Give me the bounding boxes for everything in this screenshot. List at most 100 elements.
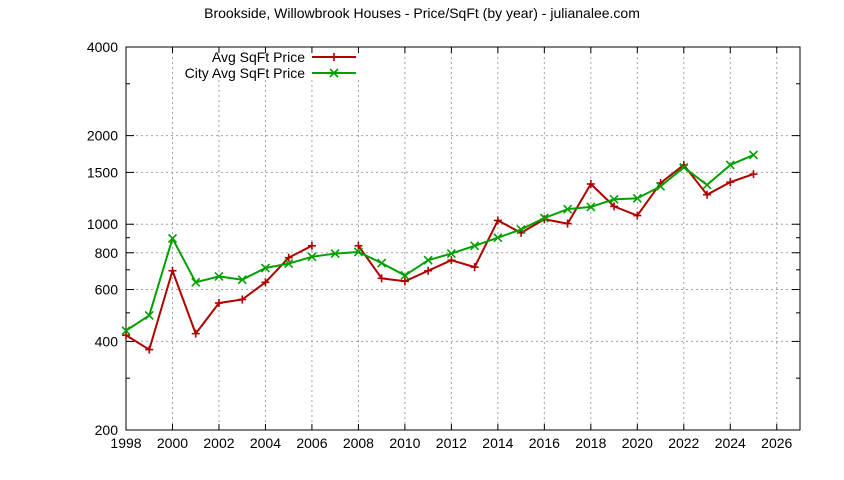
data-point [563, 219, 572, 228]
y-tick-label: 800 [95, 245, 119, 261]
data-point-stroke [609, 194, 619, 204]
data-point-stroke [377, 258, 387, 268]
data-point [261, 278, 270, 287]
legend-label: Avg SqFt Price [212, 49, 305, 65]
x-tick-label: 2000 [157, 435, 188, 451]
data-point [610, 202, 619, 211]
data-point-stroke [214, 271, 224, 281]
data-point [168, 266, 177, 275]
data-point-stroke [470, 241, 480, 251]
data-point-stroke [493, 233, 503, 243]
grid-lines [126, 47, 800, 430]
data-point [191, 329, 200, 338]
series-line [125, 153, 754, 332]
data-point-stroke [284, 259, 294, 269]
x-tick-label: 2012 [436, 435, 467, 451]
data-point-stroke [539, 213, 549, 223]
series-avg-sqft-price [122, 160, 758, 354]
x-tick-label: 2008 [343, 435, 374, 451]
data-point-stroke [679, 162, 689, 172]
data-point [586, 179, 595, 188]
data-point [632, 193, 642, 203]
data-point [260, 263, 271, 273]
data-point-stroke [237, 275, 247, 285]
data-point [214, 271, 224, 281]
data-point-stroke [446, 249, 456, 259]
data-point [238, 295, 247, 304]
axis-ticks [125, 46, 800, 431]
data-point [122, 331, 130, 340]
y-tick-label: 2000 [87, 128, 118, 144]
legend-marker [330, 53, 338, 61]
data-point [377, 258, 387, 268]
data-point [470, 263, 479, 272]
data-point-stroke [353, 247, 363, 257]
x-tick-label: 2016 [529, 435, 560, 451]
data-point-stroke [632, 193, 642, 203]
x-tick-label: 2006 [296, 435, 327, 451]
data-point [563, 204, 573, 214]
data-point [749, 170, 758, 179]
x-tick-label: 2020 [622, 435, 653, 451]
data-point [145, 345, 154, 354]
series-layer [121, 150, 759, 354]
data-point [400, 277, 409, 286]
data-point-stroke [121, 326, 131, 336]
y-tick-label: 600 [95, 282, 119, 298]
data-point [121, 326, 131, 336]
data-point-stroke [586, 202, 596, 212]
plot-frame [125, 46, 801, 431]
data-point [447, 256, 456, 265]
y-tick-label: 1000 [87, 216, 118, 232]
data-point [493, 216, 502, 225]
data-point [539, 213, 549, 223]
x-tick-label: 2026 [761, 435, 792, 451]
data-point [237, 275, 247, 285]
axis-tick-labels: 1998 2000 2002 2004 2006 2008 2010 2012 2014 2016… [87, 39, 793, 451]
data-point-stroke [307, 252, 317, 262]
data-point-stroke [330, 249, 340, 259]
data-point [284, 259, 294, 269]
data-point [424, 266, 433, 275]
data-point-stroke [725, 160, 735, 170]
data-point [609, 194, 619, 204]
data-point [423, 255, 433, 265]
data-point [633, 211, 642, 220]
data-point-stroke [191, 277, 201, 287]
data-point [167, 233, 178, 243]
x-tick-label: 2004 [250, 435, 281, 451]
x-tick-label: 1998 [110, 435, 141, 451]
data-point [702, 180, 712, 190]
data-point [330, 249, 340, 259]
data-point [354, 241, 363, 250]
series-line [357, 163, 754, 283]
data-point [470, 241, 480, 251]
chart-title: Brookside, Willowbrook Houses - Price/Sq… [204, 5, 640, 21]
data-point [516, 224, 526, 235]
x-tick-label: 2024 [715, 435, 746, 451]
data-point [446, 249, 456, 259]
data-point [726, 178, 735, 187]
data-point [679, 162, 689, 172]
data-point-stroke [748, 150, 759, 160]
data-point-stroke [516, 224, 526, 235]
data-point-stroke [167, 233, 178, 243]
data-point [725, 160, 735, 170]
data-point [353, 247, 363, 257]
series-city-avg-sqft-price [121, 150, 759, 336]
data-point [144, 310, 154, 321]
legend-marker [329, 68, 339, 78]
data-point [307, 241, 316, 250]
x-tick-label: 2014 [482, 435, 513, 451]
data-point [748, 150, 759, 160]
y-tick-label: 4000 [87, 39, 118, 55]
x-tick-label: 2018 [575, 435, 606, 451]
x-tick-label: 2022 [668, 435, 699, 451]
y-tick-label: 400 [95, 333, 119, 349]
data-point-stroke [655, 181, 666, 191]
y-tick-label: 1500 [87, 164, 118, 180]
legend-label: City Avg SqFt Price [185, 65, 306, 81]
y-tick-label: 200 [95, 422, 119, 438]
